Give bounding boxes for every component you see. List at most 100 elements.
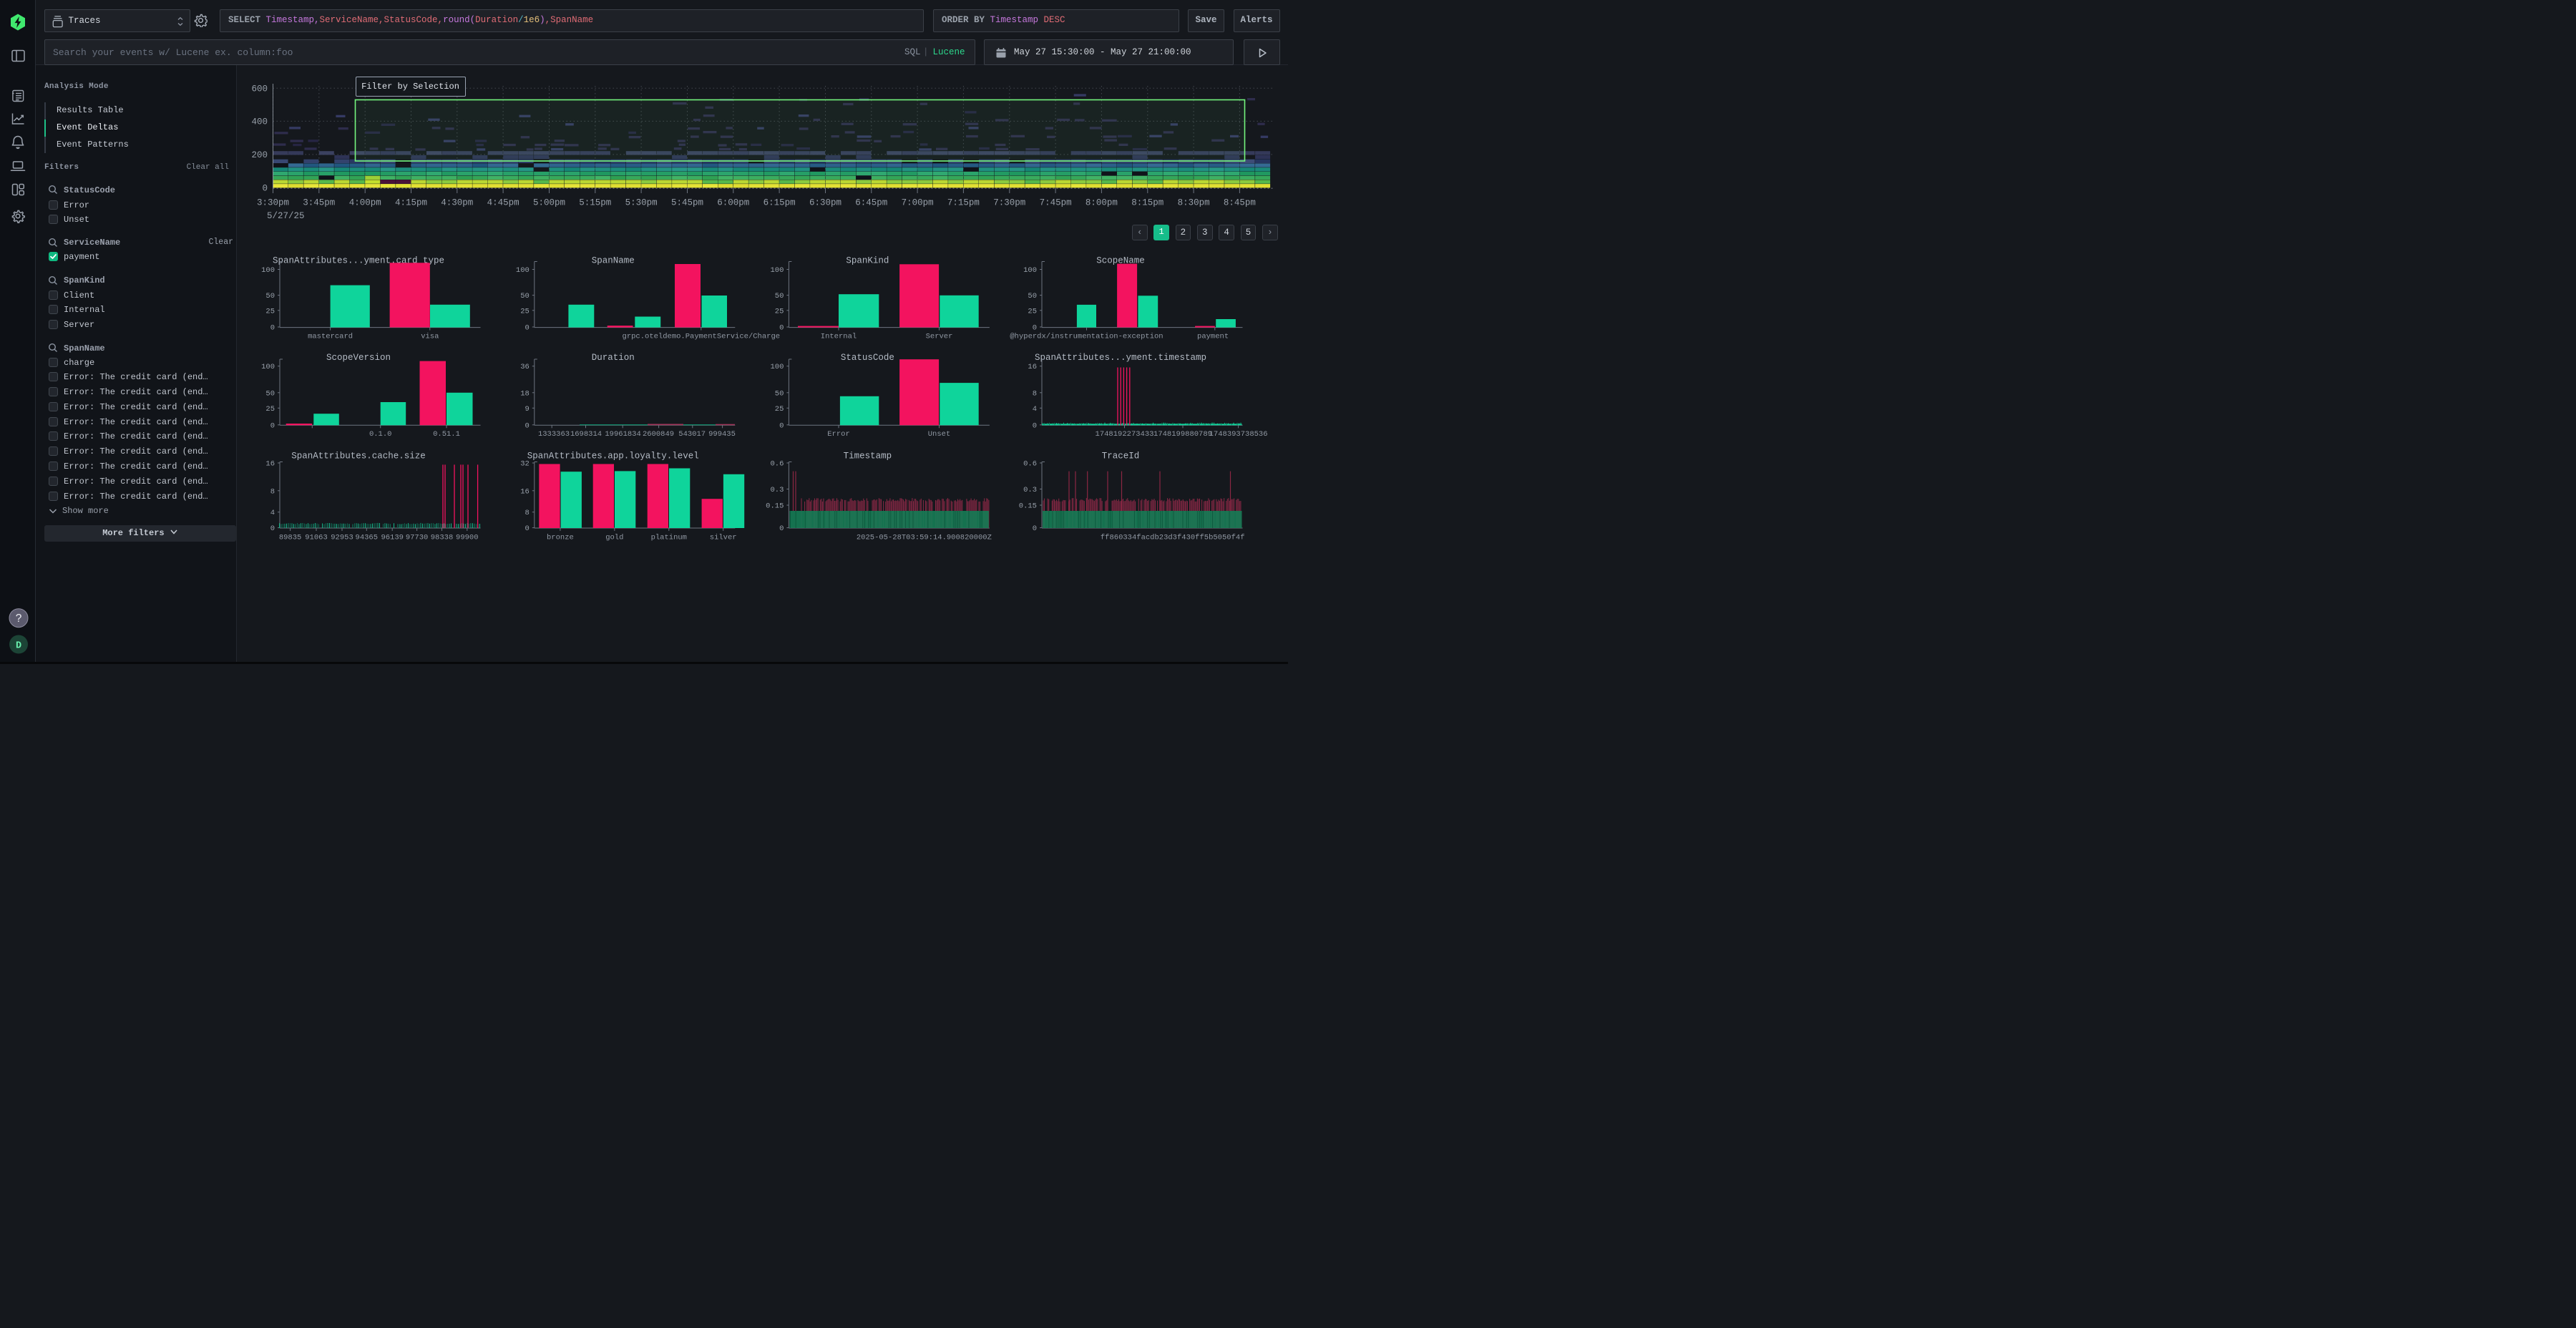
svg-text:7:15pm: 7:15pm bbox=[947, 198, 980, 208]
svg-text:4: 4 bbox=[1033, 405, 1037, 414]
svg-text:bronze: bronze bbox=[547, 534, 574, 542]
svg-text:91063: 91063 bbox=[305, 534, 328, 542]
svg-text:payment: payment bbox=[1197, 332, 1229, 341]
svg-text:0: 0 bbox=[262, 184, 268, 194]
svg-text:25: 25 bbox=[775, 307, 784, 316]
svg-text:0.3: 0.3 bbox=[1023, 486, 1037, 494]
svg-text:0: 0 bbox=[1033, 524, 1037, 533]
svg-text:Internal: Internal bbox=[821, 332, 857, 341]
svg-text:0.1.0: 0.1.0 bbox=[369, 430, 392, 439]
svg-text:98338: 98338 bbox=[431, 534, 454, 542]
svg-text:5:30pm: 5:30pm bbox=[625, 198, 658, 208]
svg-text:3:30pm: 3:30pm bbox=[257, 198, 289, 208]
svg-text:0.6: 0.6 bbox=[1023, 460, 1037, 469]
svg-text:32: 32 bbox=[520, 460, 530, 469]
svg-text:3:45pm: 3:45pm bbox=[303, 198, 335, 208]
svg-text:5:45pm: 5:45pm bbox=[671, 198, 703, 208]
svg-text:5:00pm: 5:00pm bbox=[533, 198, 565, 208]
svg-text:25: 25 bbox=[265, 405, 275, 414]
svg-text:6:30pm: 6:30pm bbox=[809, 198, 841, 208]
svg-text:96139: 96139 bbox=[381, 534, 404, 542]
svg-text:6:15pm: 6:15pm bbox=[763, 198, 796, 208]
svg-text:0.6: 0.6 bbox=[770, 460, 784, 469]
svg-text:gold: gold bbox=[605, 534, 623, 542]
svg-text:Error: Error bbox=[827, 430, 850, 439]
svg-text:0: 0 bbox=[270, 524, 275, 533]
svg-text:999435: 999435 bbox=[708, 430, 736, 439]
svg-text:100: 100 bbox=[770, 363, 784, 371]
svg-text:0.3: 0.3 bbox=[770, 486, 784, 494]
svg-text:ScopeVersion: ScopeVersion bbox=[326, 353, 391, 363]
svg-text:0.51.1: 0.51.1 bbox=[433, 430, 460, 439]
svg-text:TraceId: TraceId bbox=[1102, 451, 1140, 461]
svg-text:50: 50 bbox=[520, 292, 530, 301]
svg-text:7:00pm: 7:00pm bbox=[902, 198, 934, 208]
svg-text:50: 50 bbox=[775, 389, 784, 398]
svg-text:100: 100 bbox=[1023, 266, 1037, 275]
svg-text:16: 16 bbox=[265, 460, 275, 469]
svg-text:4:45pm: 4:45pm bbox=[487, 198, 519, 208]
svg-text:Unset: Unset bbox=[928, 430, 951, 439]
svg-text:50: 50 bbox=[775, 292, 784, 301]
svg-text:0: 0 bbox=[1033, 324, 1037, 333]
svg-text:ff860334facdb23d3f430ff5b5050f: ff860334facdb23d3f430ff5b5050f4f bbox=[1101, 534, 1245, 542]
svg-text:4:00pm: 4:00pm bbox=[349, 198, 381, 208]
svg-text:2600849: 2600849 bbox=[643, 430, 674, 439]
svg-text:StatusCode: StatusCode bbox=[841, 353, 894, 363]
svg-text:89835: 89835 bbox=[279, 534, 302, 542]
svg-text:0: 0 bbox=[525, 324, 529, 333]
svg-text:9: 9 bbox=[525, 405, 529, 414]
svg-text:1333363: 1333363 bbox=[538, 430, 570, 439]
svg-text:8: 8 bbox=[525, 509, 529, 517]
svg-text:SpanAttributes.cache.size: SpanAttributes.cache.size bbox=[291, 451, 426, 461]
svg-text:0: 0 bbox=[1033, 421, 1037, 430]
svg-text:D: D bbox=[16, 641, 21, 652]
svg-text:5:15pm: 5:15pm bbox=[579, 198, 611, 208]
svg-text:0: 0 bbox=[270, 324, 275, 333]
svg-text:silver: silver bbox=[710, 534, 737, 542]
svg-text:0: 0 bbox=[270, 421, 275, 430]
svg-text:?: ? bbox=[16, 612, 22, 625]
svg-text:grpc.oteldemo.PaymentService/C: grpc.oteldemo.PaymentService/Charge bbox=[623, 332, 781, 341]
svg-text:8:00pm: 8:00pm bbox=[1085, 198, 1118, 208]
svg-text:Timestamp: Timestamp bbox=[844, 451, 892, 461]
svg-text:0: 0 bbox=[525, 421, 529, 430]
svg-text:4: 4 bbox=[270, 509, 275, 517]
svg-text:25: 25 bbox=[265, 307, 275, 316]
svg-text:visa: visa bbox=[421, 332, 439, 341]
svg-text:8: 8 bbox=[1033, 389, 1037, 398]
svg-text:1748393738536: 1748393738536 bbox=[1209, 430, 1268, 439]
svg-text:0: 0 bbox=[779, 524, 784, 533]
svg-text:Duration: Duration bbox=[592, 353, 635, 363]
svg-text:8: 8 bbox=[270, 487, 275, 496]
svg-text:platinum: platinum bbox=[651, 534, 687, 542]
svg-text:8:45pm: 8:45pm bbox=[1224, 198, 1256, 208]
svg-text:50: 50 bbox=[265, 292, 275, 301]
svg-text:97730: 97730 bbox=[406, 534, 429, 542]
svg-text:543017: 543017 bbox=[678, 430, 706, 439]
svg-text:8:30pm: 8:30pm bbox=[1178, 198, 1210, 208]
svg-text:50: 50 bbox=[265, 389, 275, 398]
svg-text:SpanAttributes...yment.timesta: SpanAttributes...yment.timestamp bbox=[1035, 353, 1206, 363]
svg-text:@hyperdx/instrumentation-excep: @hyperdx/instrumentation-exception bbox=[1010, 332, 1163, 341]
svg-text:36: 36 bbox=[520, 363, 530, 371]
svg-text:SpanKind: SpanKind bbox=[846, 255, 889, 265]
svg-text:6:45pm: 6:45pm bbox=[855, 198, 887, 208]
svg-text:1748192273433: 1748192273433 bbox=[1096, 430, 1154, 439]
svg-text:0.15: 0.15 bbox=[1019, 502, 1037, 511]
svg-text:16: 16 bbox=[1028, 363, 1037, 371]
svg-text:100: 100 bbox=[516, 266, 530, 275]
svg-text:1748199880789: 1748199880789 bbox=[1153, 430, 1212, 439]
svg-text:400: 400 bbox=[251, 117, 268, 127]
svg-text:SpanAttributes.app.loyalty.lev: SpanAttributes.app.loyalty.level bbox=[527, 451, 699, 461]
svg-text:92953: 92953 bbox=[331, 534, 353, 542]
svg-text:4:15pm: 4:15pm bbox=[395, 198, 427, 208]
svg-text:2025-05-28T03:59:14.900820000Z: 2025-05-28T03:59:14.900820000Z bbox=[857, 534, 992, 542]
svg-text:600: 600 bbox=[251, 84, 268, 94]
svg-text:ScopeName: ScopeName bbox=[1096, 255, 1145, 265]
svg-text:0.15: 0.15 bbox=[766, 502, 784, 511]
svg-text:6:00pm: 6:00pm bbox=[717, 198, 749, 208]
svg-text:0: 0 bbox=[779, 324, 784, 333]
svg-text:Server: Server bbox=[926, 332, 953, 341]
svg-text:25: 25 bbox=[520, 307, 530, 316]
